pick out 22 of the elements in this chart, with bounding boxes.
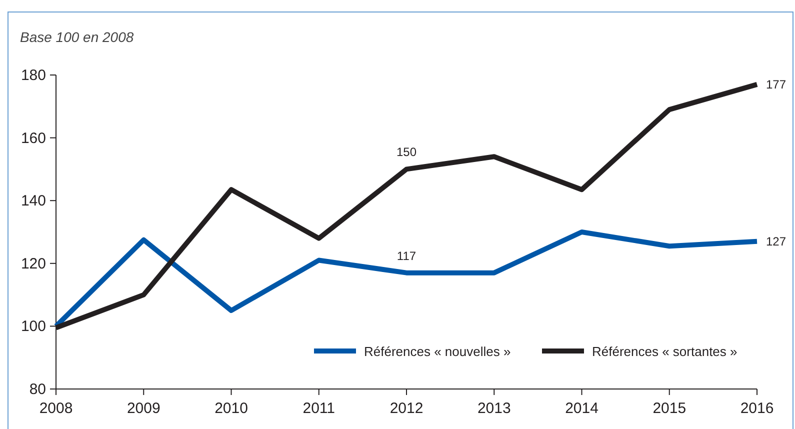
x-tick-label: 2013 [477,400,511,417]
y-tick-label: 140 [20,192,46,210]
data-label: 117 [396,248,416,263]
y-tick-label: 100 [20,318,46,336]
x-tick-label: 2009 [126,400,160,417]
y-tick-label: 160 [20,130,46,147]
y-axis-title: Base 100 en 2008 [20,29,134,45]
x-tick-label: 2012 [390,400,424,417]
y-tick-label: 80 [29,381,46,398]
data-label: 127 [766,234,786,248]
x-tick-label: 2016 [740,400,774,417]
x-tick-label: 2010 [214,400,248,417]
y-tick-label: 120 [20,255,46,272]
x-tick-label: 2015 [652,400,686,417]
legend-label: Références « nouvelles » [364,344,511,359]
x-tick-label: 2008 [39,400,73,417]
data-label: 150 [396,145,417,160]
legend-label: Références « sortantes » [592,344,738,359]
x-tick-label: 2014 [565,400,598,417]
x-tick-label: 2011 [302,400,336,417]
data-label: 177 [766,77,786,92]
y-tick-label: 180 [20,67,46,84]
